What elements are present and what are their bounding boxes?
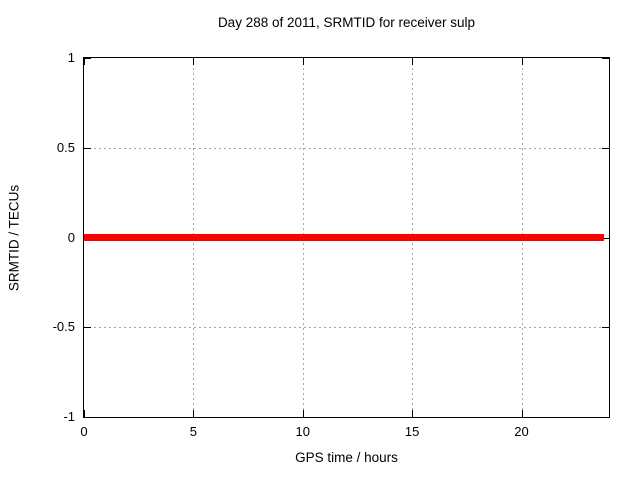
y-tick-mark-mirror [602,147,609,149]
x-tick-mark [193,410,195,417]
x-tick-mark [412,410,414,417]
x-tick-mark [84,410,85,417]
x-tick-mark-mirror [302,58,304,65]
x-tick-label: 20 [514,424,529,439]
y-tick-mark [84,58,91,59]
y-tick-mark-mirror [602,58,609,59]
chart-title: Day 288 of 2011, SRMTID for receiver sul… [217,15,476,30]
y-tick-label: 1 [67,50,75,65]
x-tick-label: 5 [189,424,197,439]
y-tick-mark [84,417,91,418]
y-tick-label: -1 [63,409,75,424]
y-tick-label: 0 [67,229,75,245]
y-tick-mark-mirror [602,327,609,329]
x-axis-label: GPS time / hours [295,450,398,465]
x-tick-mark-mirror [193,58,195,65]
y-tick-mark [84,327,91,329]
y-tick-label: -0.5 [52,319,75,335]
y-gridline [84,147,609,149]
y-tick-mark-mirror [602,417,609,418]
x-tick-mark [302,410,304,417]
x-tick-label: 10 [295,424,310,439]
x-tick-label: 15 [404,424,420,439]
x-tick-mark-mirror [521,58,523,65]
data-series-line [84,234,604,241]
x-tick-mark [521,410,523,417]
plot-area [83,57,610,418]
y-gridline [84,327,609,329]
x-tick-mark-mirror [84,58,85,65]
y-tick-label: 0.5 [56,139,75,155]
y-tick-mark [84,147,91,149]
x-tick-label: 0 [80,424,88,439]
y-tick-mark-mirror [602,237,609,239]
x-tick-mark-mirror [412,58,414,65]
